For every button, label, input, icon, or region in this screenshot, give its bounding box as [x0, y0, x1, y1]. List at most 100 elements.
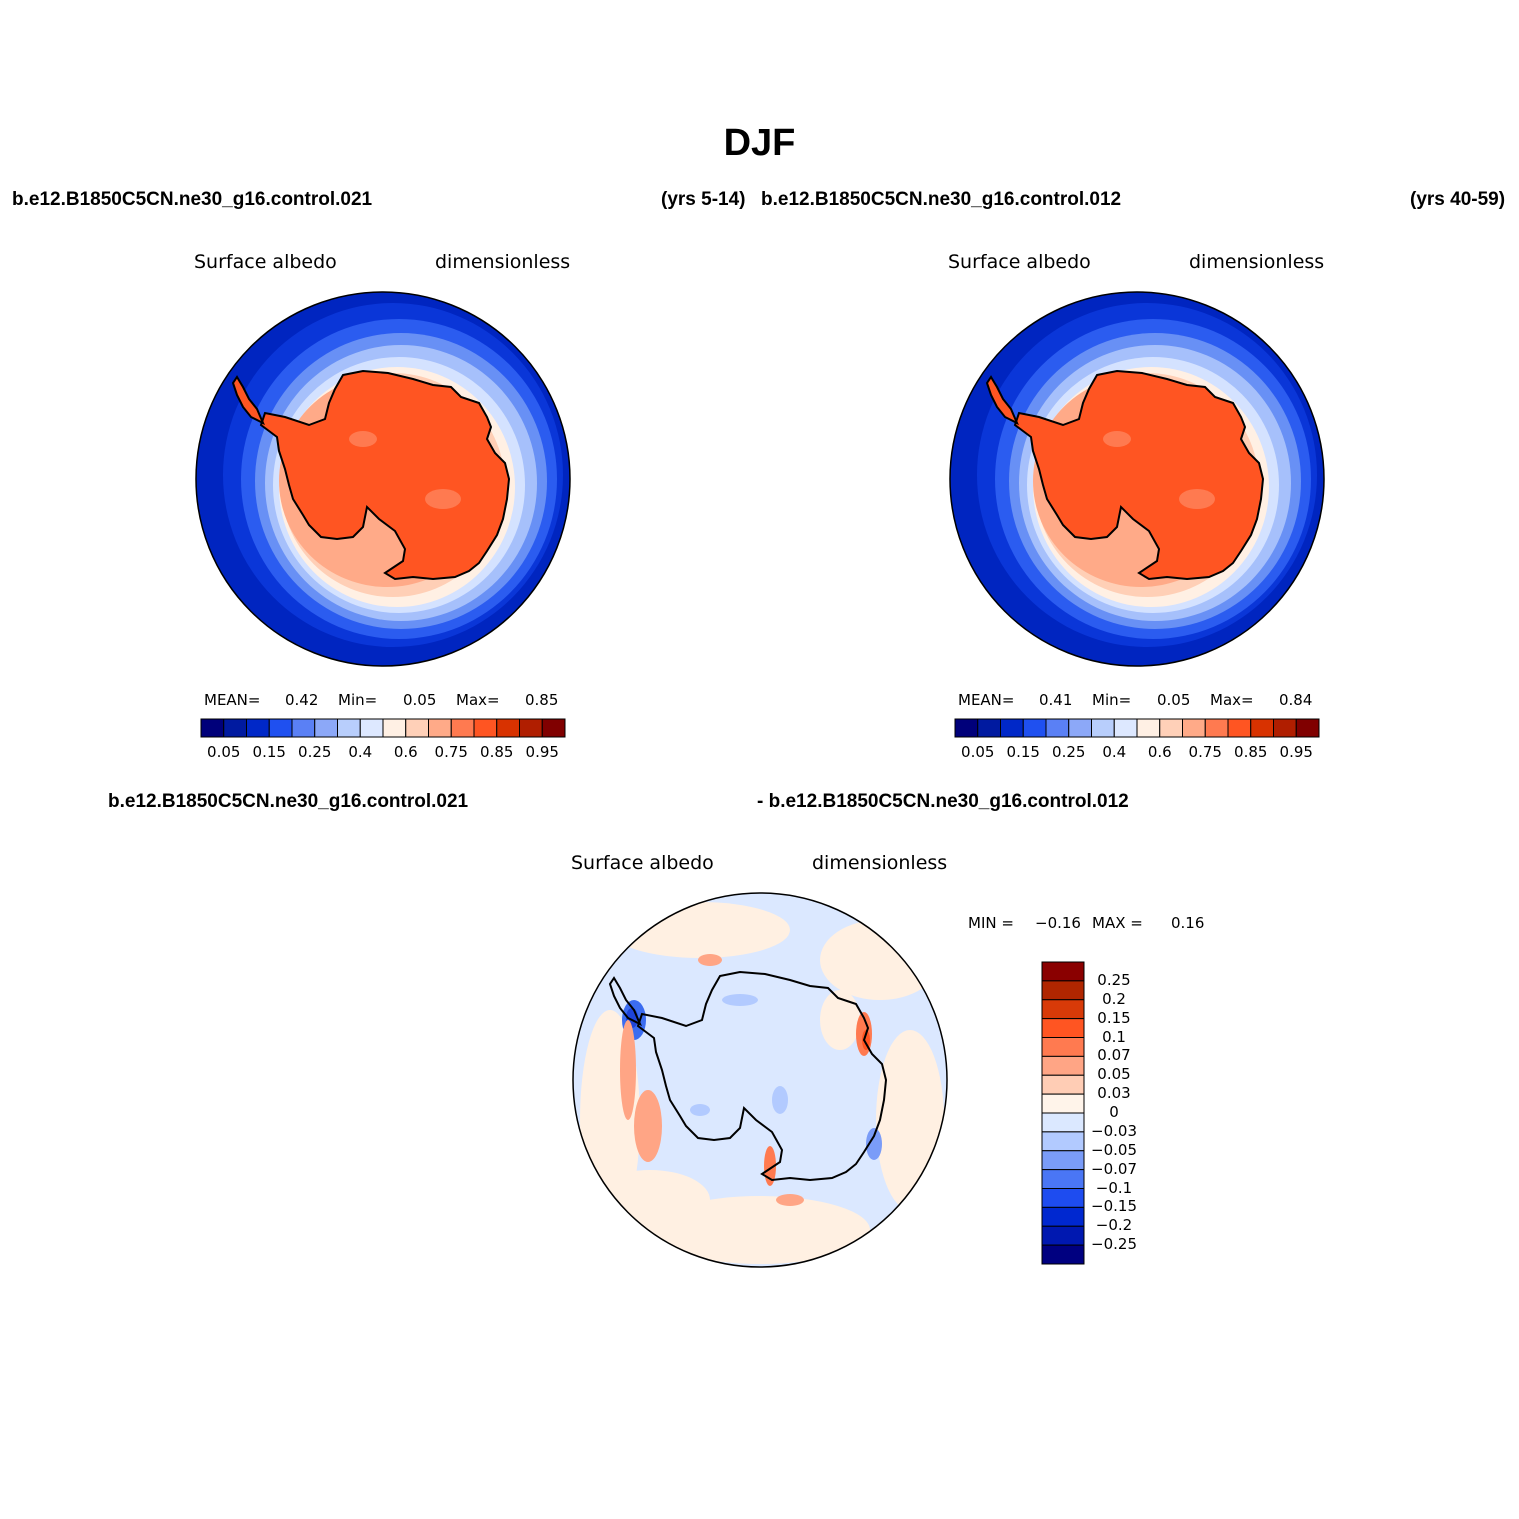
- colorbar-tick-label: 0.85: [480, 743, 514, 761]
- panel1-colorbar: [200, 718, 566, 738]
- colorbar-tick-label: 0.95: [1279, 743, 1313, 761]
- colorbar-box: [1041, 1244, 1085, 1265]
- colorbar-tick-label: 0.15: [252, 743, 286, 761]
- colorbar-tick-label: 0.07: [1097, 1046, 1131, 1065]
- colorbar-box: [268, 718, 293, 738]
- colorbar-tick-label: −0.25: [1091, 1235, 1137, 1254]
- colorbar-tick-label: 0.05: [961, 743, 995, 761]
- colorbar-box: [1091, 718, 1115, 738]
- panel2-mean-value: 0.41: [1039, 691, 1073, 709]
- colorbar-tick-label: 0.15: [1097, 1008, 1131, 1027]
- colorbar-tick-label: 0.95: [525, 743, 559, 761]
- panel3-variable-label: Surface albedo: [571, 852, 714, 874]
- colorbar-box: [1041, 1225, 1085, 1246]
- colorbar-box: [1227, 718, 1252, 738]
- colorbar-tick-label: −0.05: [1091, 1140, 1137, 1159]
- colorbar-box: [1204, 718, 1229, 738]
- colorbar-box: [314, 718, 338, 738]
- colorbar-box: [541, 718, 566, 738]
- colorbar-box: [200, 718, 225, 738]
- panel2-max-label: Max=: [1210, 691, 1254, 709]
- colorbar-tick-label: 0.4: [348, 743, 373, 761]
- panel1-units-label: dimensionless: [435, 251, 571, 273]
- panel3-min-value: −0.16: [1035, 914, 1081, 932]
- colorbar-tick-label: −0.1: [1095, 1178, 1133, 1197]
- colorbar-tick-label: 0: [1109, 1103, 1119, 1121]
- colorbar-box: [337, 718, 361, 738]
- panel1-polar-map: [195, 291, 571, 667]
- panel3-max-label: MAX =: [1092, 914, 1143, 932]
- colorbar-box: [1273, 718, 1297, 738]
- panel2-variable-label: Surface albedo: [948, 251, 1091, 273]
- panel1-mean-label: MEAN=: [204, 691, 261, 709]
- colorbar-box: [359, 718, 384, 738]
- colorbar-box: [1136, 718, 1161, 738]
- colorbar-tick-label: 0.85: [1234, 743, 1268, 761]
- colorbar-tick-label: 0.6: [1147, 743, 1172, 761]
- colorbar-box: [1041, 1093, 1085, 1114]
- colorbar-box: [1041, 1055, 1085, 1076]
- panel1-max-value: 0.85: [525, 691, 559, 709]
- colorbar-box: [1045, 718, 1070, 738]
- panel3-min-label: MIN =: [968, 914, 1014, 932]
- colorbar-box: [1041, 1074, 1085, 1095]
- colorbar-box: [1041, 961, 1085, 982]
- colorbar-box: [1041, 1112, 1085, 1133]
- colorbar-box: [246, 718, 270, 738]
- colorbar-tick-label: 0.2: [1102, 989, 1126, 1008]
- colorbar-box: [428, 718, 452, 738]
- colorbar-tick-label: 0.15: [1006, 743, 1040, 761]
- colorbar-box: [1041, 999, 1085, 1020]
- panel2-units-label: dimensionless: [1189, 251, 1325, 273]
- colorbar-tick-label: 0.1: [1102, 1027, 1126, 1046]
- colorbar-box: [1041, 980, 1085, 1001]
- panel2-min-value: 0.05: [1157, 691, 1191, 709]
- colorbar-tick-label: 0.75: [434, 743, 468, 761]
- colorbar-tick-label: −0.2: [1095, 1216, 1133, 1235]
- colorbar-box: [1295, 718, 1320, 738]
- top-right-case-name: b.e12.B1850C5CN.ne30_g16.control.012: [761, 189, 1122, 210]
- colorbar-tick-label: 0.05: [1097, 1065, 1131, 1084]
- colorbar-box: [1041, 1169, 1085, 1189]
- colorbar-tick-label: 0.25: [1097, 970, 1131, 989]
- colorbar-box: [223, 718, 247, 738]
- panel3-difference-map: [572, 892, 948, 1268]
- colorbar-box: [1159, 718, 1183, 738]
- colorbar-box: [1041, 1131, 1085, 1152]
- colorbar-box: [954, 718, 979, 738]
- panel1-min-label: Min=: [338, 691, 378, 709]
- colorbar-box: [519, 718, 543, 738]
- panel1-mean-value: 0.42: [285, 691, 319, 709]
- colorbar-tick-label: 0.25: [1052, 743, 1086, 761]
- panel1-max-label: Max=: [456, 691, 500, 709]
- panel2-mean-label: MEAN=: [958, 691, 1015, 709]
- top-left-case-name: b.e12.B1850C5CN.ne30_g16.control.021: [12, 189, 373, 210]
- panel1-variable-label: Surface albedo: [194, 251, 337, 273]
- colorbar-tick-label: 0.75: [1188, 743, 1222, 761]
- colorbar-box: [1041, 1018, 1085, 1038]
- colorbar-tick-label: 0.4: [1102, 743, 1127, 761]
- colorbar-tick-label: −0.07: [1091, 1159, 1137, 1178]
- colorbar-box: [1041, 1037, 1085, 1057]
- panel1-min-value: 0.05: [403, 691, 437, 709]
- colorbar-box: [1250, 718, 1274, 738]
- panel3-colorbar: [1041, 961, 1085, 1265]
- colorbar-box: [405, 718, 429, 738]
- colorbar-box: [1041, 1206, 1085, 1227]
- panel3-max-value: 0.16: [1171, 914, 1205, 932]
- colorbar-box: [1000, 718, 1024, 738]
- panel2-min-label: Min=: [1092, 691, 1132, 709]
- colorbar-tick-label: −0.03: [1091, 1121, 1137, 1140]
- colorbar-tick-label: 0.6: [393, 743, 418, 761]
- diff-case-b: - b.e12.B1850C5CN.ne30_g16.control.012: [757, 791, 1129, 812]
- colorbar-tick-label: 0.25: [298, 743, 332, 761]
- colorbar-box: [1022, 718, 1047, 738]
- colorbar-box: [473, 718, 498, 738]
- colorbar-box: [450, 718, 475, 738]
- panel2-polar-map: [949, 291, 1325, 667]
- panel2-colorbar: [954, 718, 1320, 738]
- colorbar-box: [1068, 718, 1092, 738]
- colorbar-tick-label: −0.15: [1091, 1197, 1137, 1216]
- top-right-years: (yrs 40-59): [1410, 189, 1506, 210]
- colorbar-box: [977, 718, 1001, 738]
